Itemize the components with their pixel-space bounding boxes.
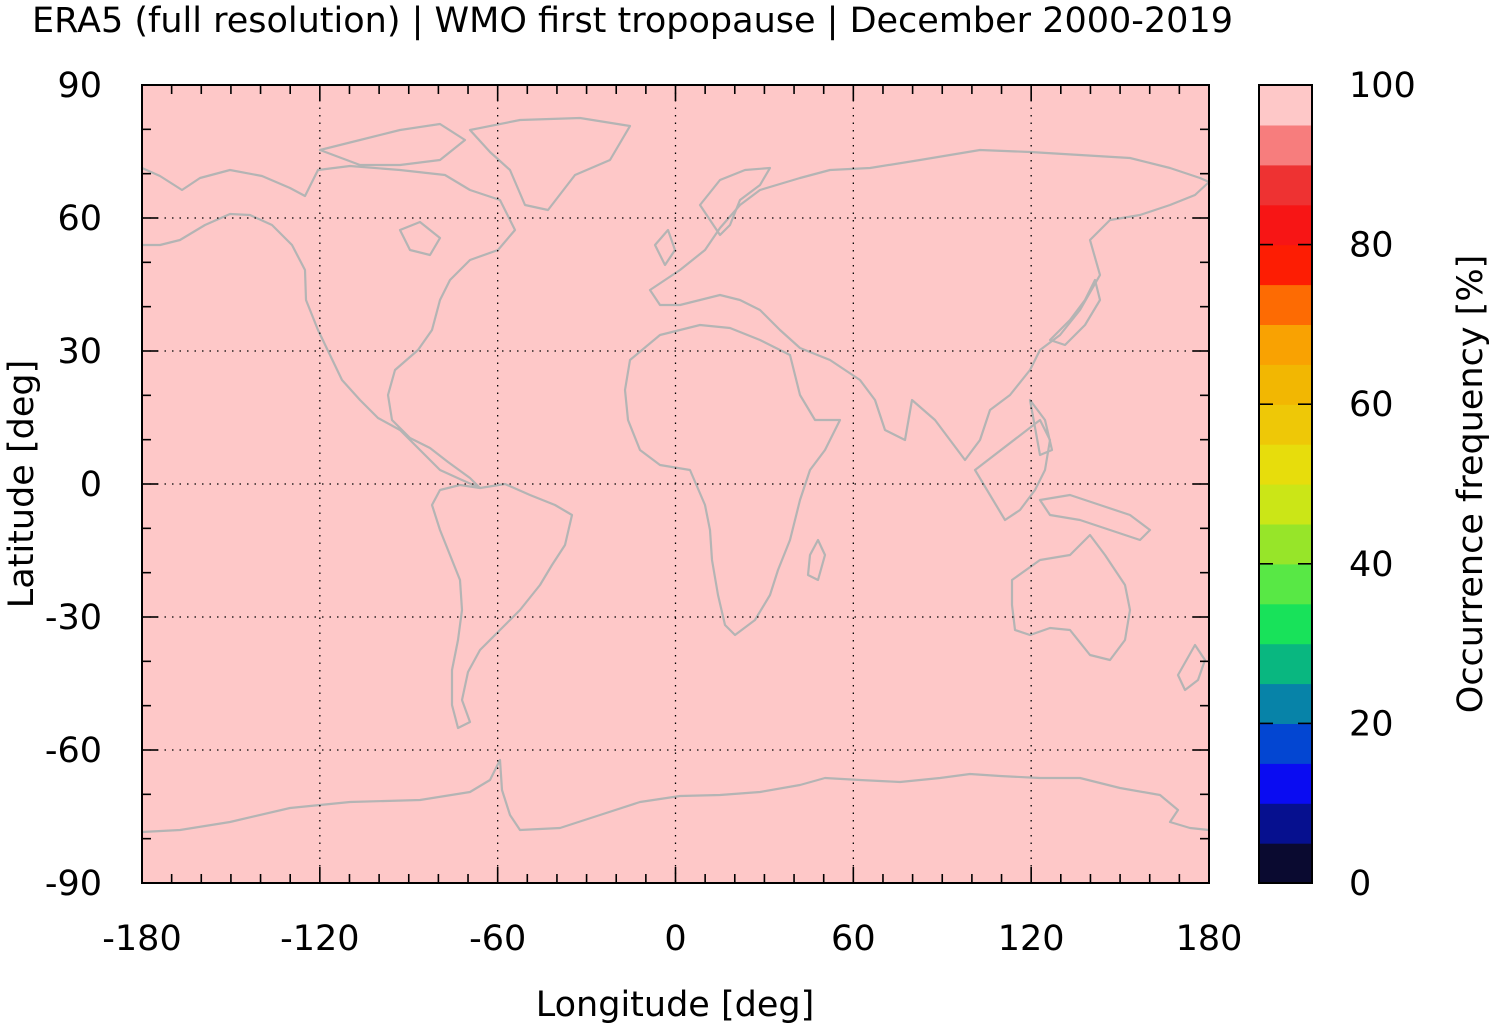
coastline-greenland <box>468 116 632 212</box>
colorbar-segment <box>1259 324 1312 365</box>
colorbar-segment <box>1259 444 1312 485</box>
y-tick-label: 0 <box>80 465 102 505</box>
colorbar-tick-label: 60 <box>1349 385 1394 425</box>
colorbar-segment <box>1259 843 1312 884</box>
colorbar-segment <box>1259 683 1312 724</box>
colorbar-tick-label: 100 <box>1349 66 1416 106</box>
x-tick-label: 120 <box>998 919 1065 959</box>
colorbar-tick-labels: 0 20 40 60 80 100 <box>1349 66 1416 904</box>
minor-ticks <box>141 84 1210 884</box>
coastline-madagascar <box>806 538 827 582</box>
colorbar-segment <box>1259 404 1312 445</box>
colorbar-segment <box>1259 803 1312 844</box>
coastline-antarctica <box>140 758 1211 834</box>
x-tick-label: -180 <box>102 919 181 959</box>
chart-title: ERA5 (full resolution) | WMO first tropo… <box>32 1 1233 41</box>
y-tick-label: -60 <box>45 731 102 771</box>
colorbar-segment <box>1259 563 1312 605</box>
colorbar-segment <box>1259 284 1312 325</box>
colorbar-segment <box>1259 603 1312 645</box>
map-plot-area <box>140 84 1211 884</box>
x-axis-tick-labels: -180 -120 -60 0 60 120 180 <box>102 919 1242 959</box>
coastline-south-america <box>430 482 574 730</box>
colorbar-frame <box>1258 84 1313 884</box>
colorbar-segment <box>1259 643 1312 685</box>
y-tick-label: -90 <box>45 864 102 904</box>
x-tick-label: -120 <box>280 919 359 959</box>
coastline-north-america <box>140 164 517 490</box>
coastline-southeast-asia <box>973 398 1152 542</box>
colorbar-segment <box>1259 124 1312 166</box>
x-tick-label: 0 <box>664 919 686 959</box>
colorbar-tick-label: 20 <box>1349 704 1394 744</box>
colorbar-tick-label: 0 <box>1349 864 1371 904</box>
x-axis-label: Longitude [deg] <box>536 985 814 1025</box>
colorbar-segment <box>1259 244 1312 286</box>
colorbar-segment <box>1259 85 1312 126</box>
coastlines <box>140 116 1211 834</box>
colorbar-segment <box>1259 364 1312 405</box>
colorbar-tick-label: 40 <box>1349 545 1394 585</box>
plot-frame <box>141 84 1210 884</box>
colorbar-segment <box>1259 164 1312 206</box>
y-tick-label: -30 <box>45 598 102 638</box>
coastline-japan <box>1048 278 1102 347</box>
y-axis-label: Latitude [deg] <box>2 360 42 608</box>
colorbar-segment <box>1259 723 1312 764</box>
colorbar-segments <box>1259 85 1312 884</box>
colorbar-segment <box>1259 763 1312 804</box>
colorbar-segment <box>1259 484 1312 525</box>
gridlines <box>142 85 1209 883</box>
coastline-canadian-archipelago <box>318 122 467 257</box>
colorbar-label: Occurrence frequency [%] <box>1451 255 1491 713</box>
coastline-australia <box>1010 533 1207 692</box>
x-tick-label: -60 <box>469 919 526 959</box>
colorbar-ticks <box>1259 243 1312 725</box>
y-tick-label: 90 <box>57 66 102 106</box>
colorbar-tick-label: 80 <box>1349 226 1394 266</box>
y-tick-label: 30 <box>57 332 102 372</box>
colorbar-segment <box>1259 523 1312 565</box>
x-tick-label: 60 <box>831 919 876 959</box>
y-axis-tick-labels: 90 60 30 0 -30 -60 -90 <box>45 66 102 904</box>
x-tick-label: 180 <box>1176 919 1243 959</box>
colorbar <box>1258 84 1313 884</box>
colorbar-segment <box>1259 204 1312 246</box>
y-tick-label: 60 <box>57 199 102 239</box>
